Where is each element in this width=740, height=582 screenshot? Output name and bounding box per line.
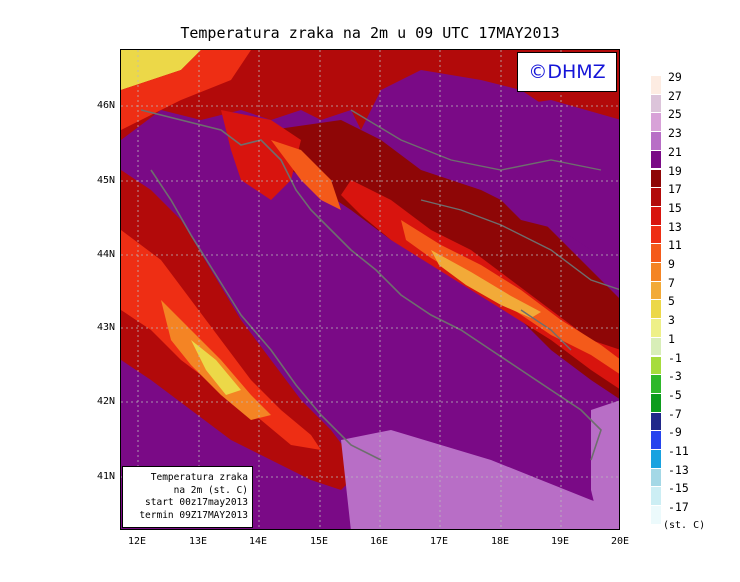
colorbar-label: 11: [668, 238, 682, 253]
kvarner-hot: [271, 140, 341, 210]
colorbar-label: 15: [668, 200, 682, 215]
graticule: [121, 50, 619, 529]
colorbar-label: 17: [668, 182, 682, 197]
colorbar-label: -17: [668, 500, 689, 515]
lat-label-46n: 46N: [96, 100, 115, 111]
colorbar-swatch: [651, 468, 661, 487]
lon-label-13e: 13E: [188, 536, 208, 547]
colorbar-swatch: [651, 150, 661, 169]
lon-label-20e: 20E: [610, 536, 630, 547]
colorbar-label: 25: [668, 107, 682, 122]
colorbar-label: -7: [668, 406, 682, 421]
colorbar-swatch: [651, 244, 661, 262]
colorbar-label: 7: [668, 275, 675, 290]
italy-land: [121, 170, 361, 490]
colorbar-label: 3: [668, 313, 675, 328]
colorbar-swatch: [651, 412, 661, 431]
colorbar-label: -5: [668, 387, 682, 402]
colorbar-swatch: [651, 431, 661, 449]
colorbar-swatch: [651, 188, 661, 206]
colorbar-swatch: [651, 356, 661, 375]
colorbar-label: -1: [668, 350, 682, 365]
temperature-map: [120, 49, 620, 530]
colorbar-label: 27: [668, 88, 682, 103]
colorbar-label: 19: [668, 163, 682, 178]
colorbar-label: -9: [668, 425, 682, 440]
coastline: [140, 109, 602, 461]
dinaric-peak: [431, 250, 541, 318]
colorbar-label: 29: [668, 70, 682, 84]
colorbar-swatch: [651, 506, 661, 524]
border-lines: [350, 109, 619, 351]
alps-warm: [121, 50, 251, 130]
lon-label-15e: 15E: [309, 536, 329, 547]
dhmz-logo: ©DHMZ: [517, 52, 617, 92]
colorbar-swatch: [651, 393, 661, 412]
istria-kvarner: [221, 110, 301, 200]
colorbar-label: 1: [668, 331, 675, 346]
colorbar-swatch: [651, 450, 661, 468]
map-title: Temperatura zraka na 2m u 09 UTC 17MAY20…: [180, 24, 560, 42]
lat-label-45n: 45N: [96, 175, 115, 186]
colorbar-swatch: [651, 319, 661, 337]
colorbar-swatch: [651, 375, 661, 393]
lat-label-41n: 41N: [96, 471, 115, 482]
colorbar-swatch: [651, 487, 661, 506]
colorbar-swatch: [651, 281, 661, 300]
colorbar-swatch: [651, 169, 661, 188]
colorbar-swatch: [651, 113, 661, 132]
pannonian-purple: [481, 100, 619, 278]
info-line-2: na 2m (st. C): [173, 484, 248, 496]
info-line-4: termin 09Z17MAY2013: [139, 509, 248, 521]
alps-cold: [121, 50, 201, 90]
lon-label-12e: 12E: [127, 536, 147, 547]
colorbar-label: -11: [668, 444, 689, 458]
colorbar-label: -3: [668, 369, 682, 384]
colorbar-label: 13: [668, 219, 682, 234]
colorbar-swatch: [651, 132, 661, 150]
colorbar-swatch: [651, 206, 661, 225]
colorbar-label: -13: [668, 462, 689, 477]
colorbar-label: 21: [668, 144, 682, 159]
info-box: Temperatura zraka na 2m (st. C) start 00…: [122, 466, 253, 528]
coastline-italy: [150, 169, 382, 461]
albania-warm: [591, 400, 619, 529]
lon-label-16e: 16E: [369, 536, 389, 547]
south-adriatic-lilac: [341, 430, 619, 529]
lon-label-18e: 18E: [490, 536, 510, 547]
lat-label-43n: 43N: [96, 322, 115, 333]
lon-label-14e: 14E: [248, 536, 268, 547]
colorbar-swatch: [651, 337, 661, 356]
colorbar-label: 5: [668, 294, 675, 309]
colorbar-swatch: [651, 300, 661, 319]
colorbar-label: 23: [668, 126, 682, 141]
colorbar-label: 9: [668, 257, 675, 271]
colorbar-unit: (st. C): [663, 520, 706, 531]
colorbar-swatch: [651, 225, 661, 244]
lon-label-17e: 17E: [429, 536, 449, 547]
colorbar-swatch: [651, 94, 661, 113]
info-line-1: Temperatura zraka: [150, 472, 248, 483]
lon-label-19e: 19E: [550, 536, 570, 547]
colorbar-swatch: [651, 76, 661, 94]
lat-label-44n: 44N: [96, 249, 115, 260]
temperature-field: [121, 50, 619, 529]
land-north: [121, 50, 619, 149]
italy-peak: [191, 340, 241, 395]
colorbar-swatch: [651, 263, 661, 281]
lat-label-42n: 42N: [96, 396, 115, 407]
italy-warm: [121, 230, 321, 450]
colorbar-label: -15: [668, 481, 689, 496]
info-line-3: start 00z17may2013: [145, 497, 248, 508]
